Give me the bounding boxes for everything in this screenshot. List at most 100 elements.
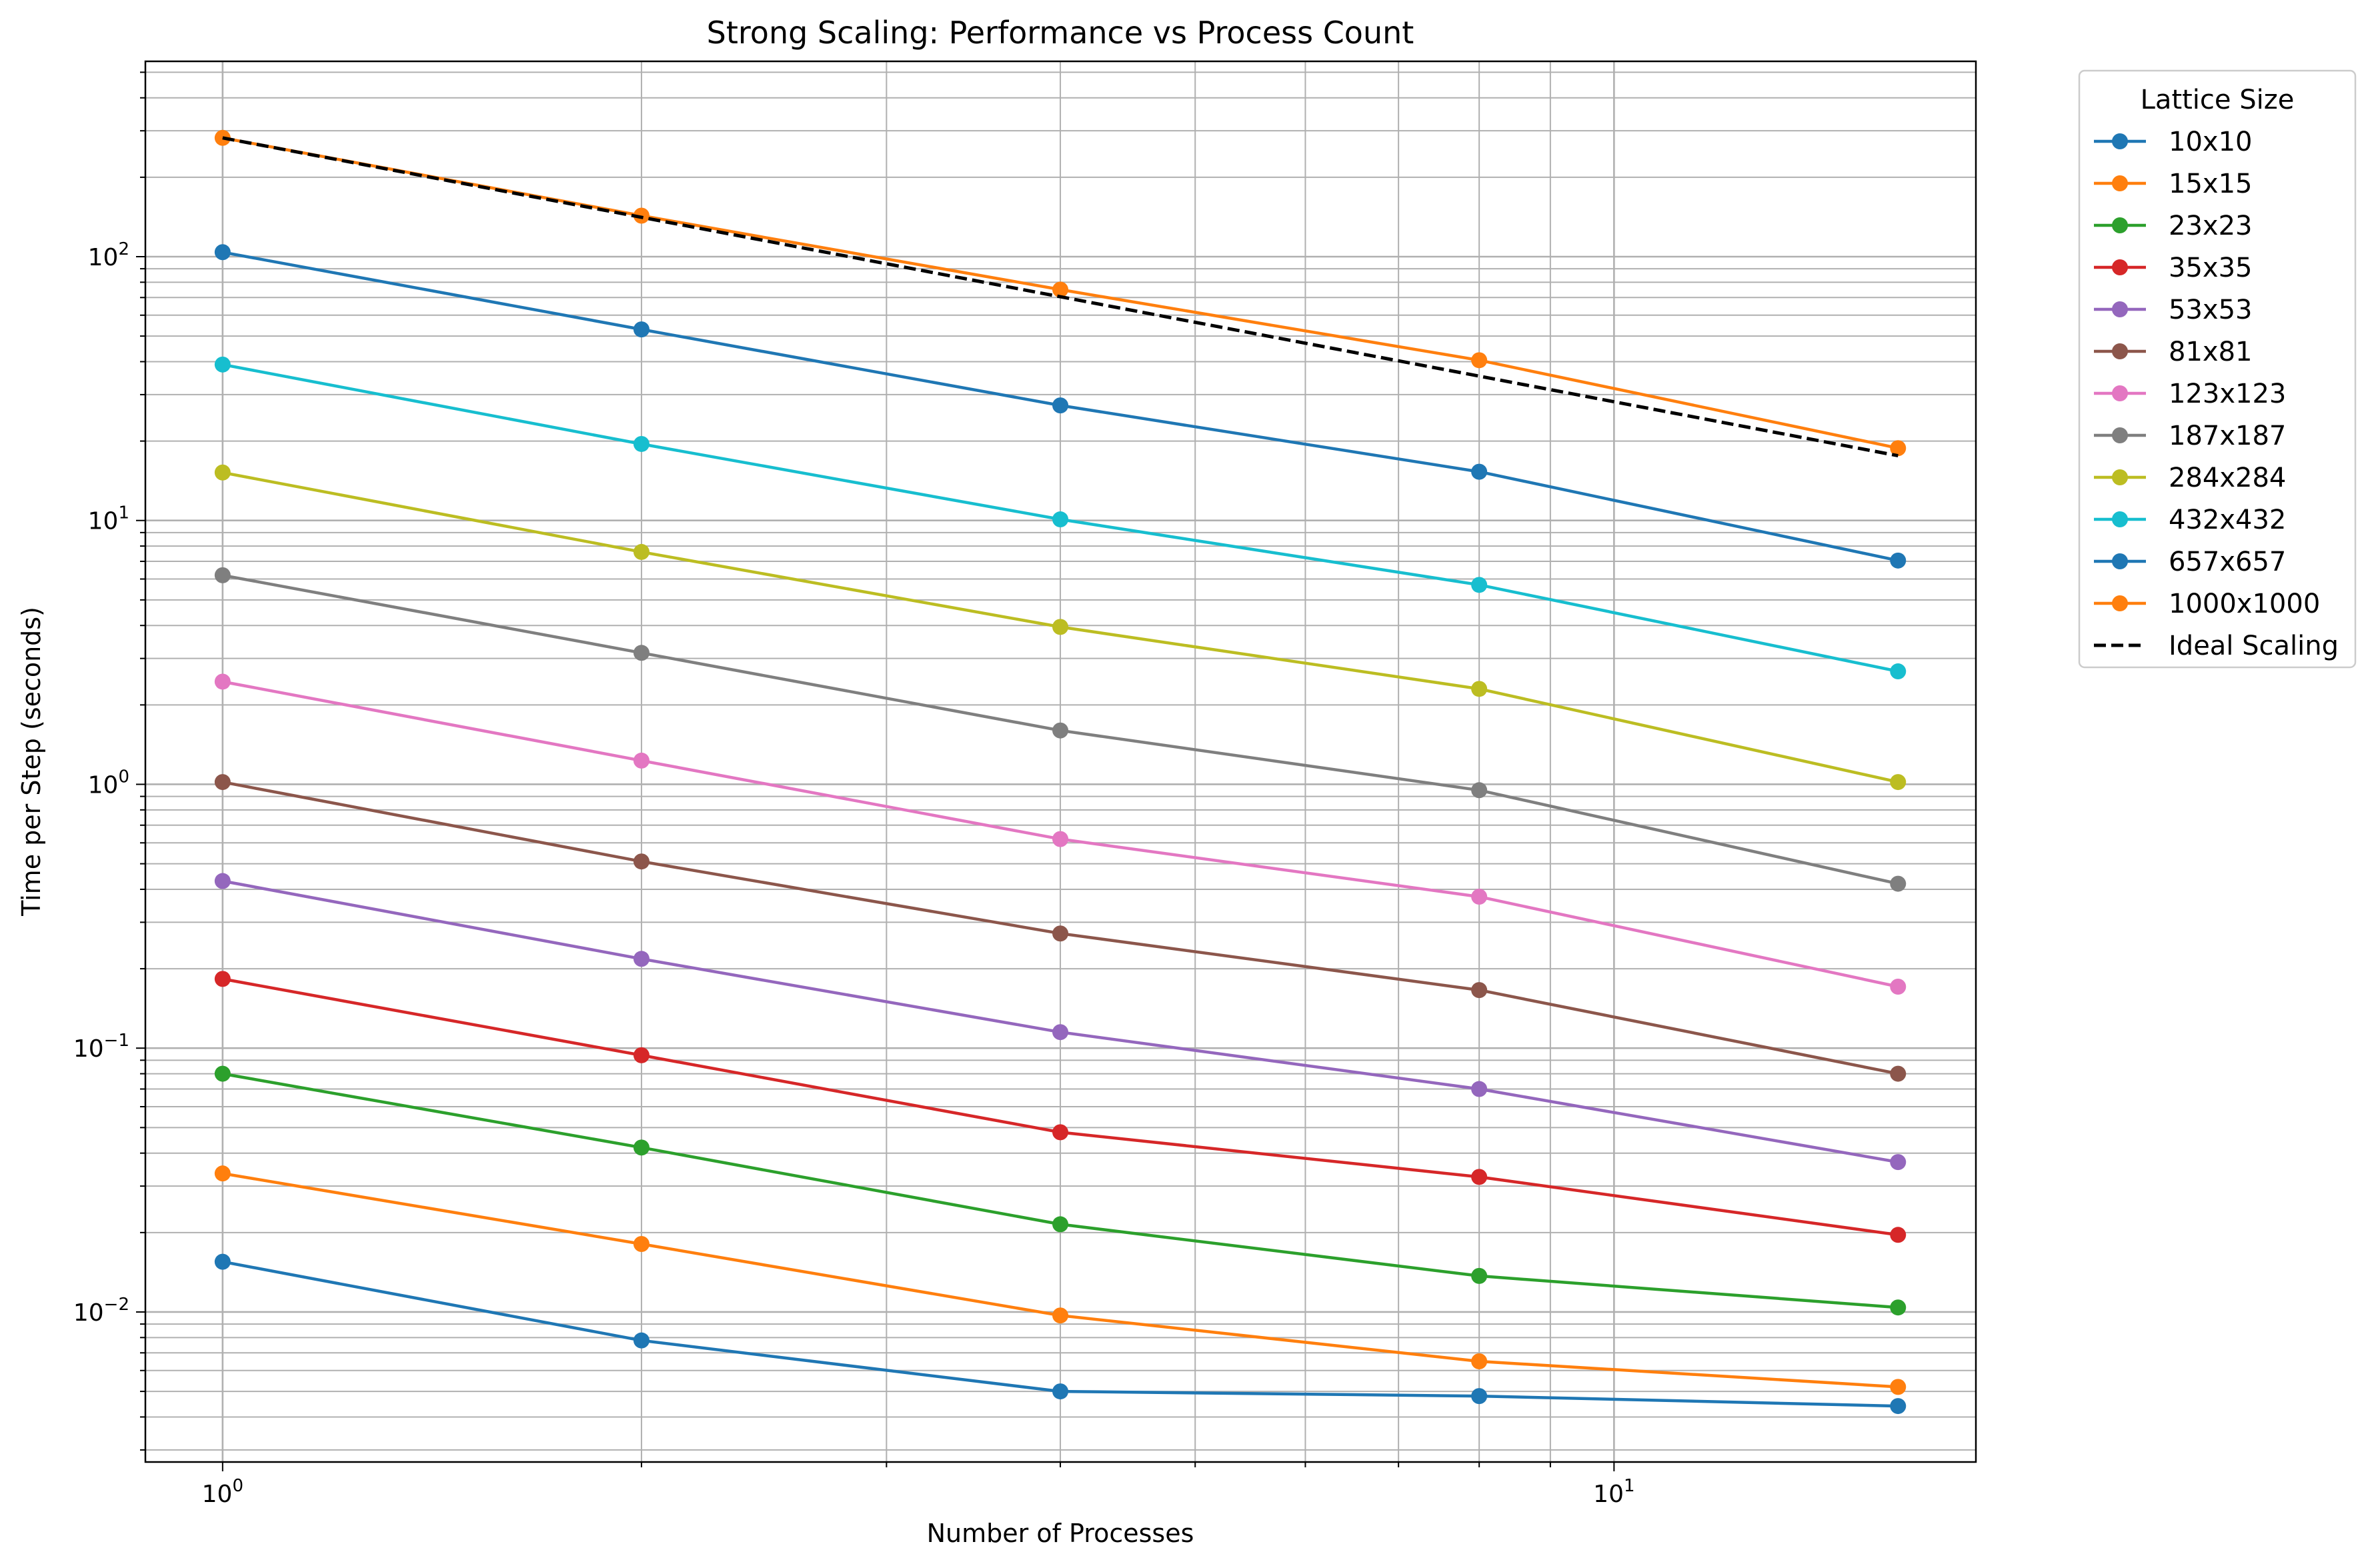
series-432x432 [214, 356, 1907, 680]
data-point [633, 435, 650, 452]
data-point [1890, 979, 1907, 995]
legend-item-53x53: 53x53 [2094, 295, 2252, 325]
data-point [214, 873, 231, 889]
legend-swatch-marker [2112, 217, 2128, 233]
legend-item-432x432: 432x432 [2094, 505, 2286, 535]
data-point [633, 645, 650, 661]
data-point [633, 853, 650, 870]
series-35x35 [214, 971, 1907, 1243]
data-point [1890, 552, 1907, 569]
data-point [633, 1047, 650, 1063]
legend-label: Ideal Scaling [2169, 631, 2339, 661]
legend-item-Ideal Scaling: Ideal Scaling [2094, 631, 2339, 661]
data-point [1471, 1081, 1488, 1097]
legend-label: 53x53 [2169, 295, 2252, 325]
data-point [1052, 281, 1069, 298]
data-point [1052, 1124, 1069, 1141]
data-point [214, 971, 231, 987]
legend-label: 35x35 [2169, 253, 2252, 283]
legend-item-15x15: 15x15 [2094, 169, 2252, 199]
data-point [1471, 982, 1488, 999]
legend-item-187x187: 187x187 [2094, 421, 2286, 451]
legend-item-35x35: 35x35 [2094, 253, 2252, 283]
axis-ticks: 100 101 10−2 10−1 100 101 102 [73, 71, 1635, 1508]
data-point [1890, 663, 1907, 680]
legend-item-284x284: 284x284 [2094, 463, 2286, 493]
legend: Lattice Size 10x10 15x15 23x23 35x35 53x53 81… [2078, 69, 2357, 669]
data-point [214, 464, 231, 481]
y-tick-label: 10−1 [73, 1031, 129, 1063]
data-point [214, 244, 231, 261]
legend-swatch-marker [2112, 427, 2128, 443]
data-point [214, 1165, 231, 1182]
data-point [1890, 1398, 1907, 1415]
data-point [633, 951, 650, 967]
legend-label: 657x657 [2169, 547, 2286, 577]
legend-item-657x657: 657x657 [2094, 547, 2286, 577]
data-point [1890, 1379, 1907, 1395]
legend-swatch-marker [2112, 385, 2128, 401]
legend-label: 15x15 [2169, 169, 2252, 199]
data-point [1890, 1065, 1907, 1082]
data-point [214, 673, 231, 690]
series-284x284 [214, 464, 1907, 791]
legend-swatch-marker [2112, 175, 2128, 191]
data-point [633, 752, 650, 769]
data-point [1890, 875, 1907, 892]
data-point [633, 1332, 650, 1349]
legend-label: 1000x1000 [2169, 589, 2320, 619]
data-point [1052, 1383, 1069, 1400]
legend-swatch-marker [2112, 511, 2128, 527]
legend-item-123x123: 123x123 [2094, 379, 2286, 409]
legend-item-23x23: 23x23 [2094, 211, 2252, 241]
legend-label: 123x123 [2169, 379, 2286, 409]
ideal-scaling-line [222, 136, 1899, 458]
legend-frame [2078, 69, 2357, 669]
series-15x15 [214, 1165, 1907, 1395]
grid-lines [145, 61, 1976, 1462]
legend-label: 10x10 [2169, 127, 2252, 157]
data-point [633, 543, 650, 560]
data-point [1471, 1169, 1488, 1185]
x-axis-label: Number of Processes [927, 1519, 1194, 1548]
data-point [214, 356, 231, 373]
data-point [1052, 511, 1069, 528]
y-tick-label: 102 [88, 239, 129, 271]
legend-title: Lattice Size [2141, 85, 2295, 115]
data-point [1471, 1388, 1488, 1405]
data-point [1052, 925, 1069, 942]
data-point [1471, 352, 1488, 369]
x-tick-label: 101 [1593, 1476, 1634, 1508]
x-tick-label: 100 [202, 1476, 243, 1508]
series-10x10 [214, 1253, 1907, 1415]
data-point [1890, 440, 1907, 457]
series-657x657 [214, 244, 1907, 569]
legend-swatch-marker [2112, 469, 2128, 485]
legend-label: 284x284 [2169, 463, 2286, 493]
legend-swatch-marker [2112, 343, 2128, 359]
legend-swatch-marker [2112, 553, 2128, 569]
legend-swatch-marker [2112, 133, 2128, 149]
data-point [1471, 681, 1488, 697]
data-point [214, 567, 231, 583]
legend-label: 432x432 [2169, 505, 2286, 535]
data-point [214, 774, 231, 791]
legend-swatch-marker [2112, 301, 2128, 317]
data-point [633, 1139, 650, 1156]
data-point [1471, 782, 1488, 799]
data-point [1052, 397, 1069, 414]
legend-label: 187x187 [2169, 421, 2286, 451]
data-point [1052, 831, 1069, 847]
y-tick-label: 10−2 [73, 1295, 129, 1327]
data-point [214, 1065, 231, 1082]
legend-item-1000x1000: 1000x1000 [2094, 589, 2320, 619]
data-point [1890, 1154, 1907, 1171]
legend-label: 81x81 [2169, 337, 2252, 367]
legend-item-10x10: 10x10 [2094, 127, 2252, 157]
series-23x23 [214, 1065, 1907, 1316]
chart-title: Strong Scaling: Performance vs Process C… [707, 15, 1414, 51]
data-point [1890, 774, 1907, 791]
y-tick-label: 101 [88, 503, 129, 535]
data-point [1052, 1024, 1069, 1041]
